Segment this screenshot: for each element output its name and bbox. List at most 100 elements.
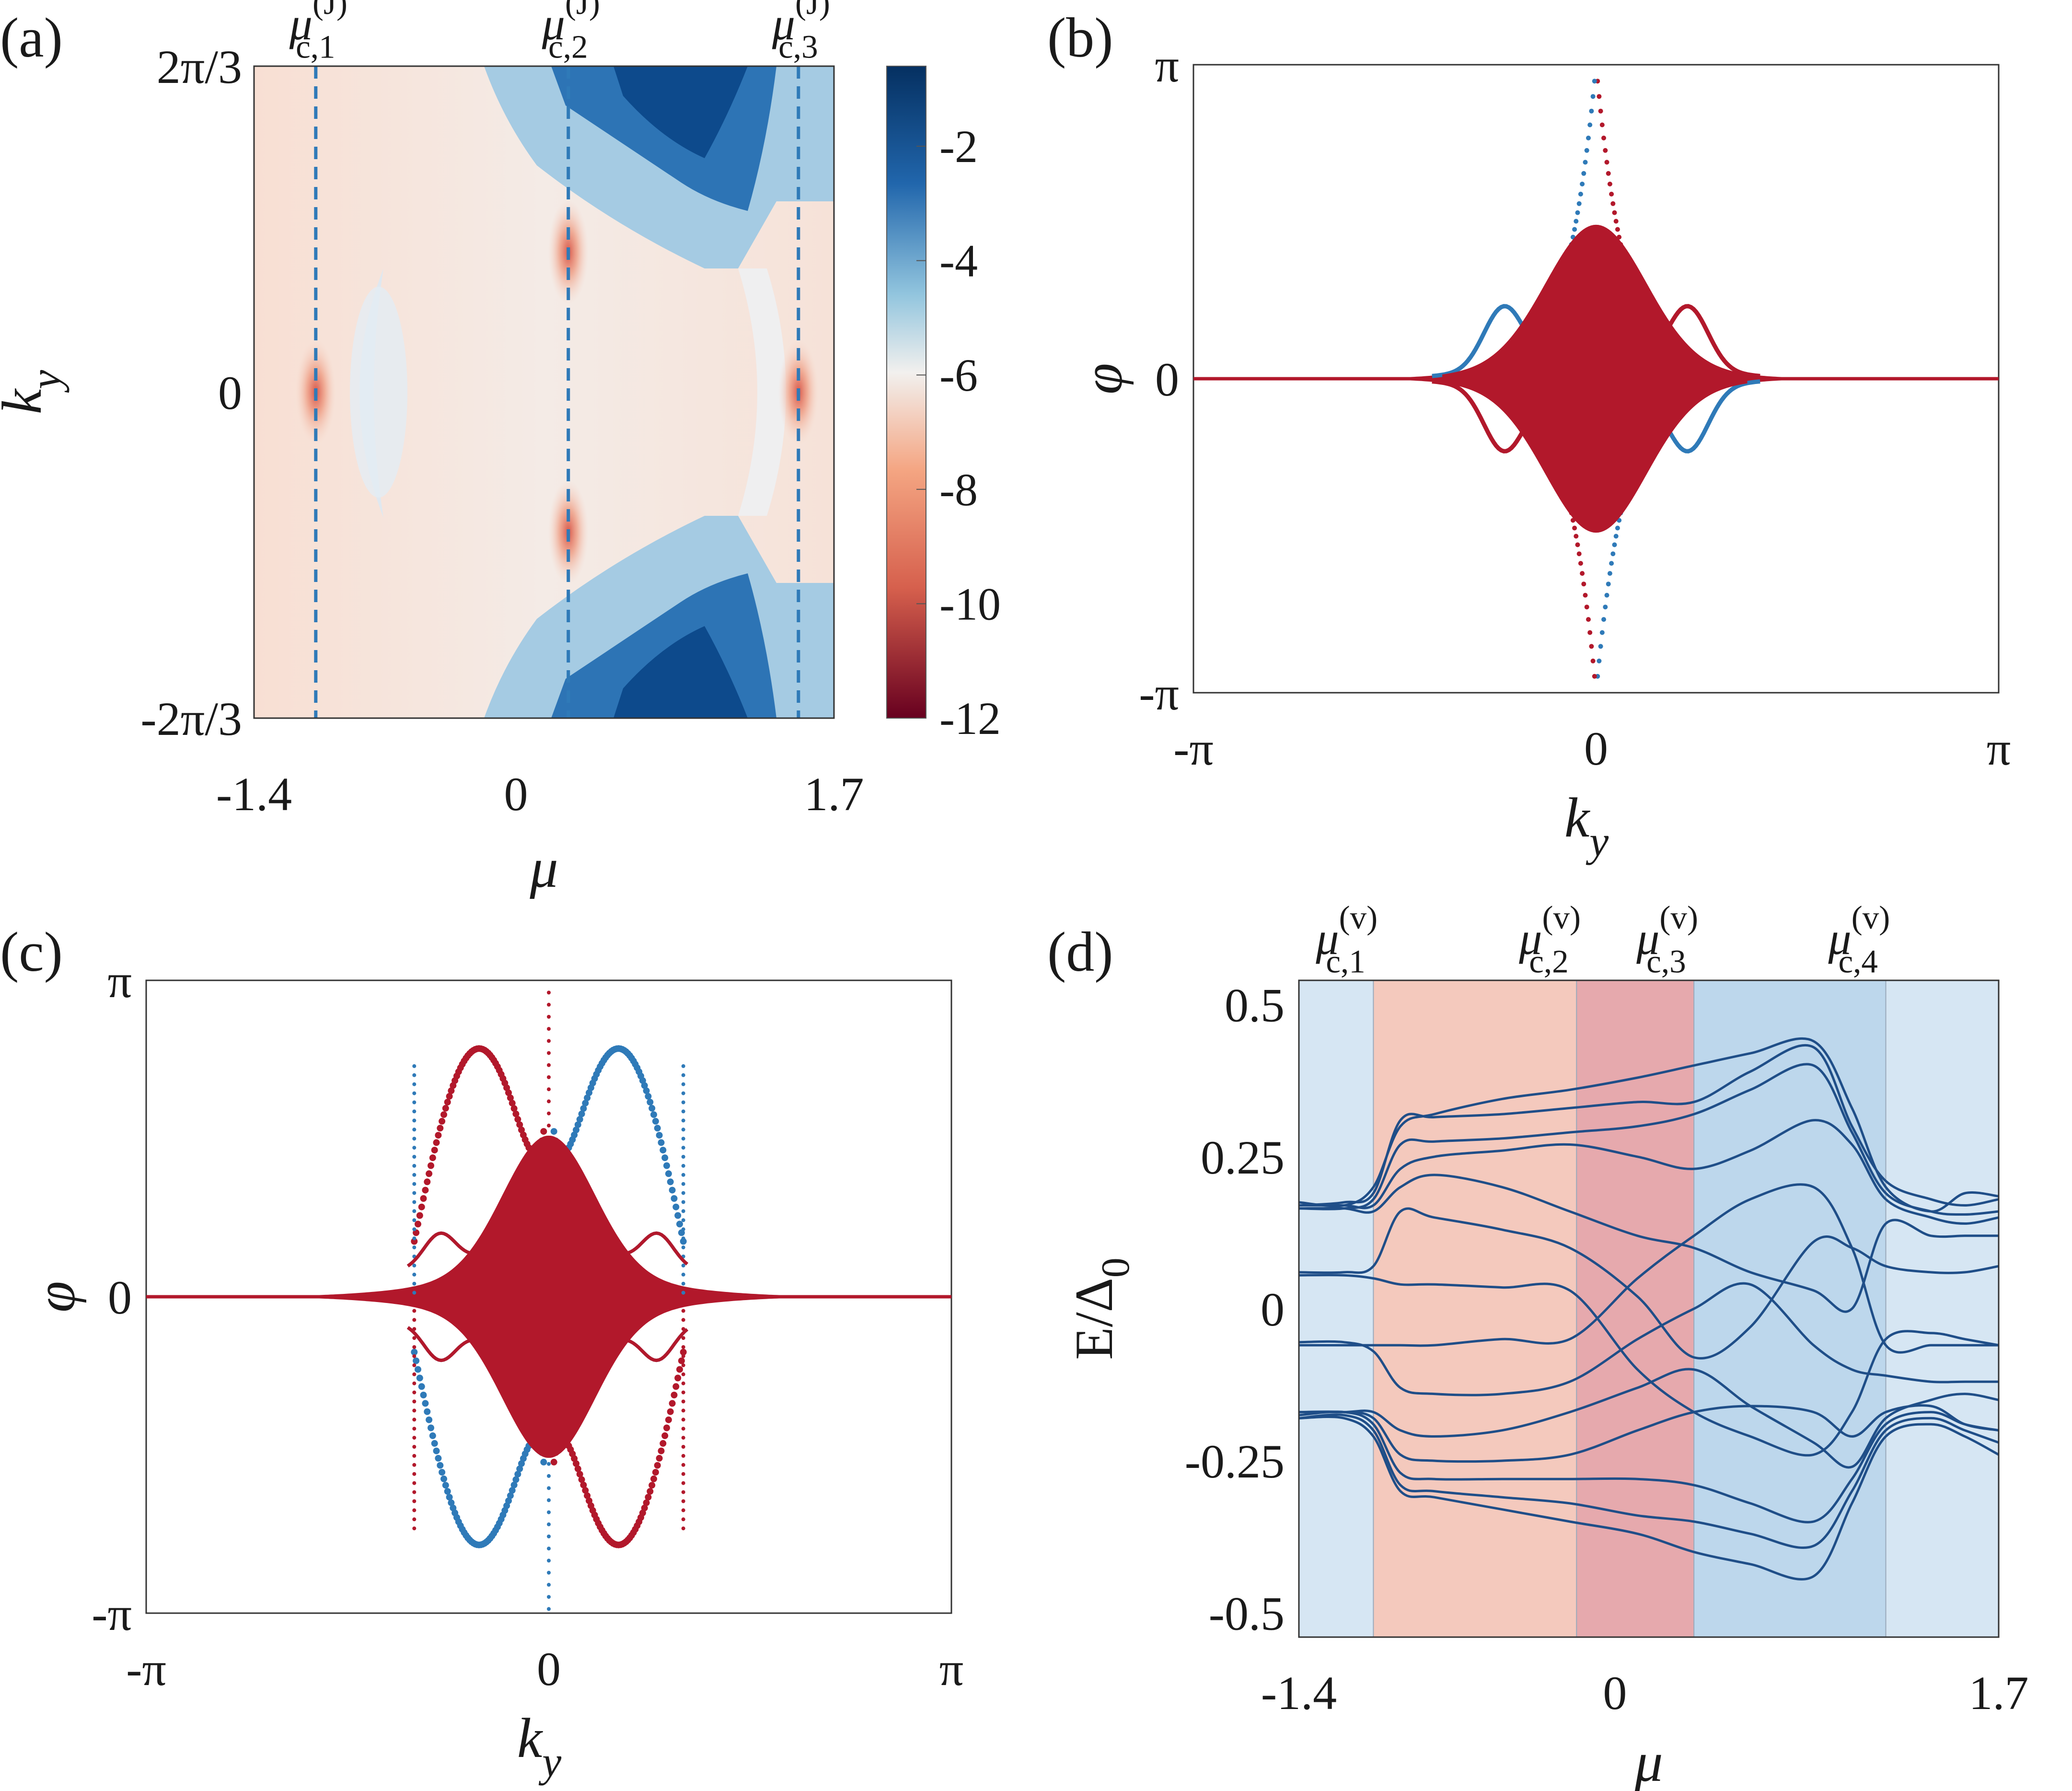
branch-dot-66 (418, 1203, 425, 1210)
region-1 (1373, 980, 1577, 1637)
edge-dot-360 (681, 1309, 685, 1313)
cusp-dot-4 (1601, 135, 1606, 140)
cusp-dot-183 (1587, 630, 1593, 635)
branch-dot-85 (576, 1116, 583, 1123)
edge-dot-336 (681, 1526, 685, 1531)
ytick-1: 0 (108, 1271, 132, 1324)
energy-line-E12 (1299, 1410, 1999, 1524)
edge-dot-323 (412, 1173, 417, 1177)
edge-dot-298 (412, 1399, 417, 1404)
cusp-dot-10 (1610, 201, 1616, 206)
xlabel: ky (1564, 786, 1609, 865)
cusp-dot-391 (547, 1570, 551, 1575)
ylabel: φ (24, 1281, 87, 1312)
branch-dot-61 (428, 1162, 434, 1169)
cusp-dot-188 (1580, 571, 1585, 576)
cusp-dot-388 (547, 1607, 551, 1611)
energy-line-E10 (1299, 1368, 1999, 1469)
a-ytick-0: 2π/3 (157, 40, 242, 93)
d-xtick-1: 0 (1603, 1666, 1627, 1720)
edge-dot-322 (412, 1182, 417, 1186)
edge-dot-299 (412, 1390, 417, 1395)
panel-b: (b) -π 0 π π 0 -π ky φ (1047, 6, 2011, 865)
branch-dot-50 (448, 1087, 455, 1094)
branch-dot-157 (578, 1476, 585, 1483)
branch-dot-224 (520, 1455, 527, 1462)
branch-dot-12 (518, 1127, 525, 1133)
edge-dot-347 (681, 1427, 685, 1431)
cusp-dot-396 (547, 1510, 551, 1514)
cusp-dot-403 (547, 1123, 551, 1128)
edge-dot-292 (412, 1454, 417, 1458)
edge-dot-357 (681, 1336, 685, 1340)
edge-dot-373 (681, 1191, 685, 1195)
edge-dot-380 (681, 1128, 685, 1132)
branch-dot-0 (540, 1128, 547, 1135)
branch-dot-229 (510, 1481, 518, 1489)
branch-dot-135 (669, 1186, 676, 1194)
branch-dot-210 (676, 1366, 683, 1373)
branch-dot-231 (507, 1492, 514, 1499)
xlabel: ky (517, 1707, 561, 1786)
edge-dot-328 (412, 1128, 417, 1132)
panel-a-label: (a) (0, 6, 63, 69)
branch-dot-280 (416, 1374, 423, 1382)
branch-dot-11 (520, 1131, 527, 1139)
xtick-0: -π (126, 1642, 166, 1696)
edge-dot-372 (681, 1200, 685, 1204)
edge-dot-295 (412, 1427, 417, 1431)
cusp-dot-414 (547, 990, 551, 995)
branch-dot-70 (411, 1238, 418, 1245)
panel-d-frame (1298, 979, 2000, 1638)
edge-dot-386 (681, 1073, 685, 1077)
edge-dot-381 (681, 1118, 685, 1123)
branch-dot-230 (509, 1487, 516, 1494)
branch-dot-266 (442, 1482, 449, 1489)
ylabel: φ (1071, 363, 1134, 394)
branch-dot-264 (446, 1494, 453, 1501)
edge-dot-355 (681, 1354, 685, 1358)
edge-dot-290 (412, 1472, 417, 1476)
edge-dot-294 (412, 1436, 417, 1440)
a-xlabel: μ (529, 837, 558, 899)
edge-dot-315 (412, 1245, 417, 1250)
xtick-1: 0 (1584, 722, 1608, 775)
edge-dot-377 (681, 1155, 685, 1159)
branch-dot-18 (507, 1094, 514, 1102)
edge-dot-317 (412, 1227, 417, 1232)
cusp-dot-193 (1572, 525, 1577, 531)
edge-dot-310 (412, 1291, 417, 1295)
branch-dot-277 (422, 1400, 429, 1407)
cusp-dot-191 (1575, 542, 1580, 547)
branch-dot-56 (437, 1125, 444, 1132)
branch-dot-283 (411, 1349, 418, 1356)
energy-line-E4 (1299, 1119, 1999, 1225)
cusp-dot-413 (547, 1002, 551, 1007)
branch-dot-65 (420, 1195, 427, 1202)
cusp-dot-408 (547, 1063, 551, 1067)
energy-line-E2 (1299, 1044, 1999, 1207)
edge-dot-289 (412, 1481, 417, 1485)
energy-line-E8 (1299, 1183, 1999, 1354)
cusp-dot-68 (1580, 181, 1585, 186)
cusp-dot-129 (1609, 561, 1614, 566)
branch-dot-262 (450, 1504, 457, 1512)
panel-b-label: (b) (1047, 6, 1113, 69)
cusp-dot-13 (1615, 227, 1620, 232)
cusp-dot-128 (1607, 571, 1612, 576)
branch-dot-270 (435, 1454, 442, 1462)
branch-dot-209 (674, 1374, 682, 1382)
branch-dot-49 (450, 1082, 457, 1089)
d-ytick-3: -0.25 (1185, 1435, 1285, 1488)
cusp-dot-405 (547, 1099, 551, 1104)
cusp-dot-7 (1606, 171, 1611, 176)
d-ytick-4: -0.5 (1209, 1587, 1285, 1640)
edge-dot-332 (412, 1091, 417, 1095)
branch-dot-225 (518, 1460, 525, 1467)
a-xtick-2: 1.7 (804, 768, 864, 821)
energy-line-E6 (1299, 1207, 1999, 1360)
edge-dot-341 (681, 1481, 685, 1485)
cusp-dot-187 (1581, 581, 1586, 587)
edge-dot-353 (681, 1372, 685, 1376)
panel-a-frame (253, 65, 835, 719)
